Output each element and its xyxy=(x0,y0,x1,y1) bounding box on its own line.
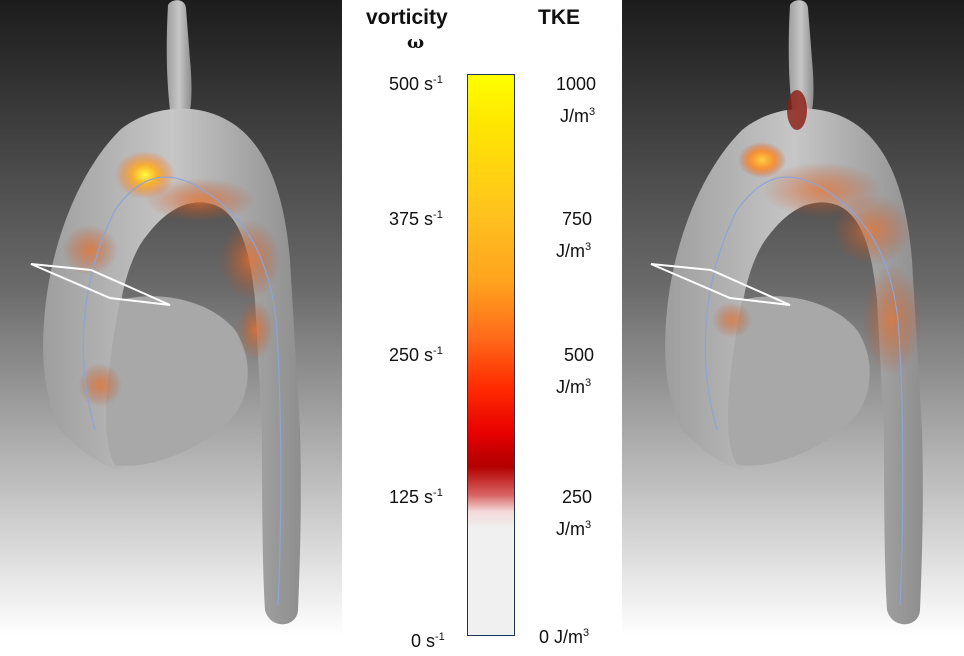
tke-tick-750-unit: J/m3 xyxy=(556,241,592,261)
tke-tick-500-unit: J/m3 xyxy=(556,377,592,397)
tke-tick-0: 0 J/m3 xyxy=(539,627,590,647)
vorticity-tick-375: 375 s-1 xyxy=(389,209,443,229)
vorticity-tick-0: 0 s-1 xyxy=(411,631,445,651)
tke-title: TKE xyxy=(538,6,580,29)
aortic-arch xyxy=(665,108,923,625)
tke-tick-500: 500 xyxy=(564,345,595,365)
tke-tick-250: 250 xyxy=(562,487,593,507)
colorbar xyxy=(467,74,515,636)
vorticity-tick-250: 250 s-1 xyxy=(389,345,443,365)
tke-tick-750: 750 xyxy=(562,209,593,229)
measurement-plane xyxy=(650,263,791,306)
branch-vessel xyxy=(166,0,192,111)
centerline xyxy=(82,176,282,606)
tke-tick-250-unit: J/m3 xyxy=(556,519,592,539)
measurement-plane xyxy=(30,263,171,306)
vorticity-tick-500: 500 s-1 xyxy=(389,74,443,94)
vorticity-symbol: ω xyxy=(407,32,425,53)
vorticity-title: vorticity xyxy=(366,6,448,29)
tke-tick-1000-unit: J/m3 xyxy=(560,106,596,126)
tke-aorta-render xyxy=(622,0,964,636)
aortic-root xyxy=(105,296,248,466)
vorticity-tick-125: 125 s-1 xyxy=(389,487,443,507)
tke-tick-1000: 1000 xyxy=(556,74,597,94)
centerline xyxy=(704,176,904,606)
aortic-root xyxy=(727,296,870,466)
branch-vessel xyxy=(788,0,814,111)
vorticity-aorta-render xyxy=(0,0,342,636)
